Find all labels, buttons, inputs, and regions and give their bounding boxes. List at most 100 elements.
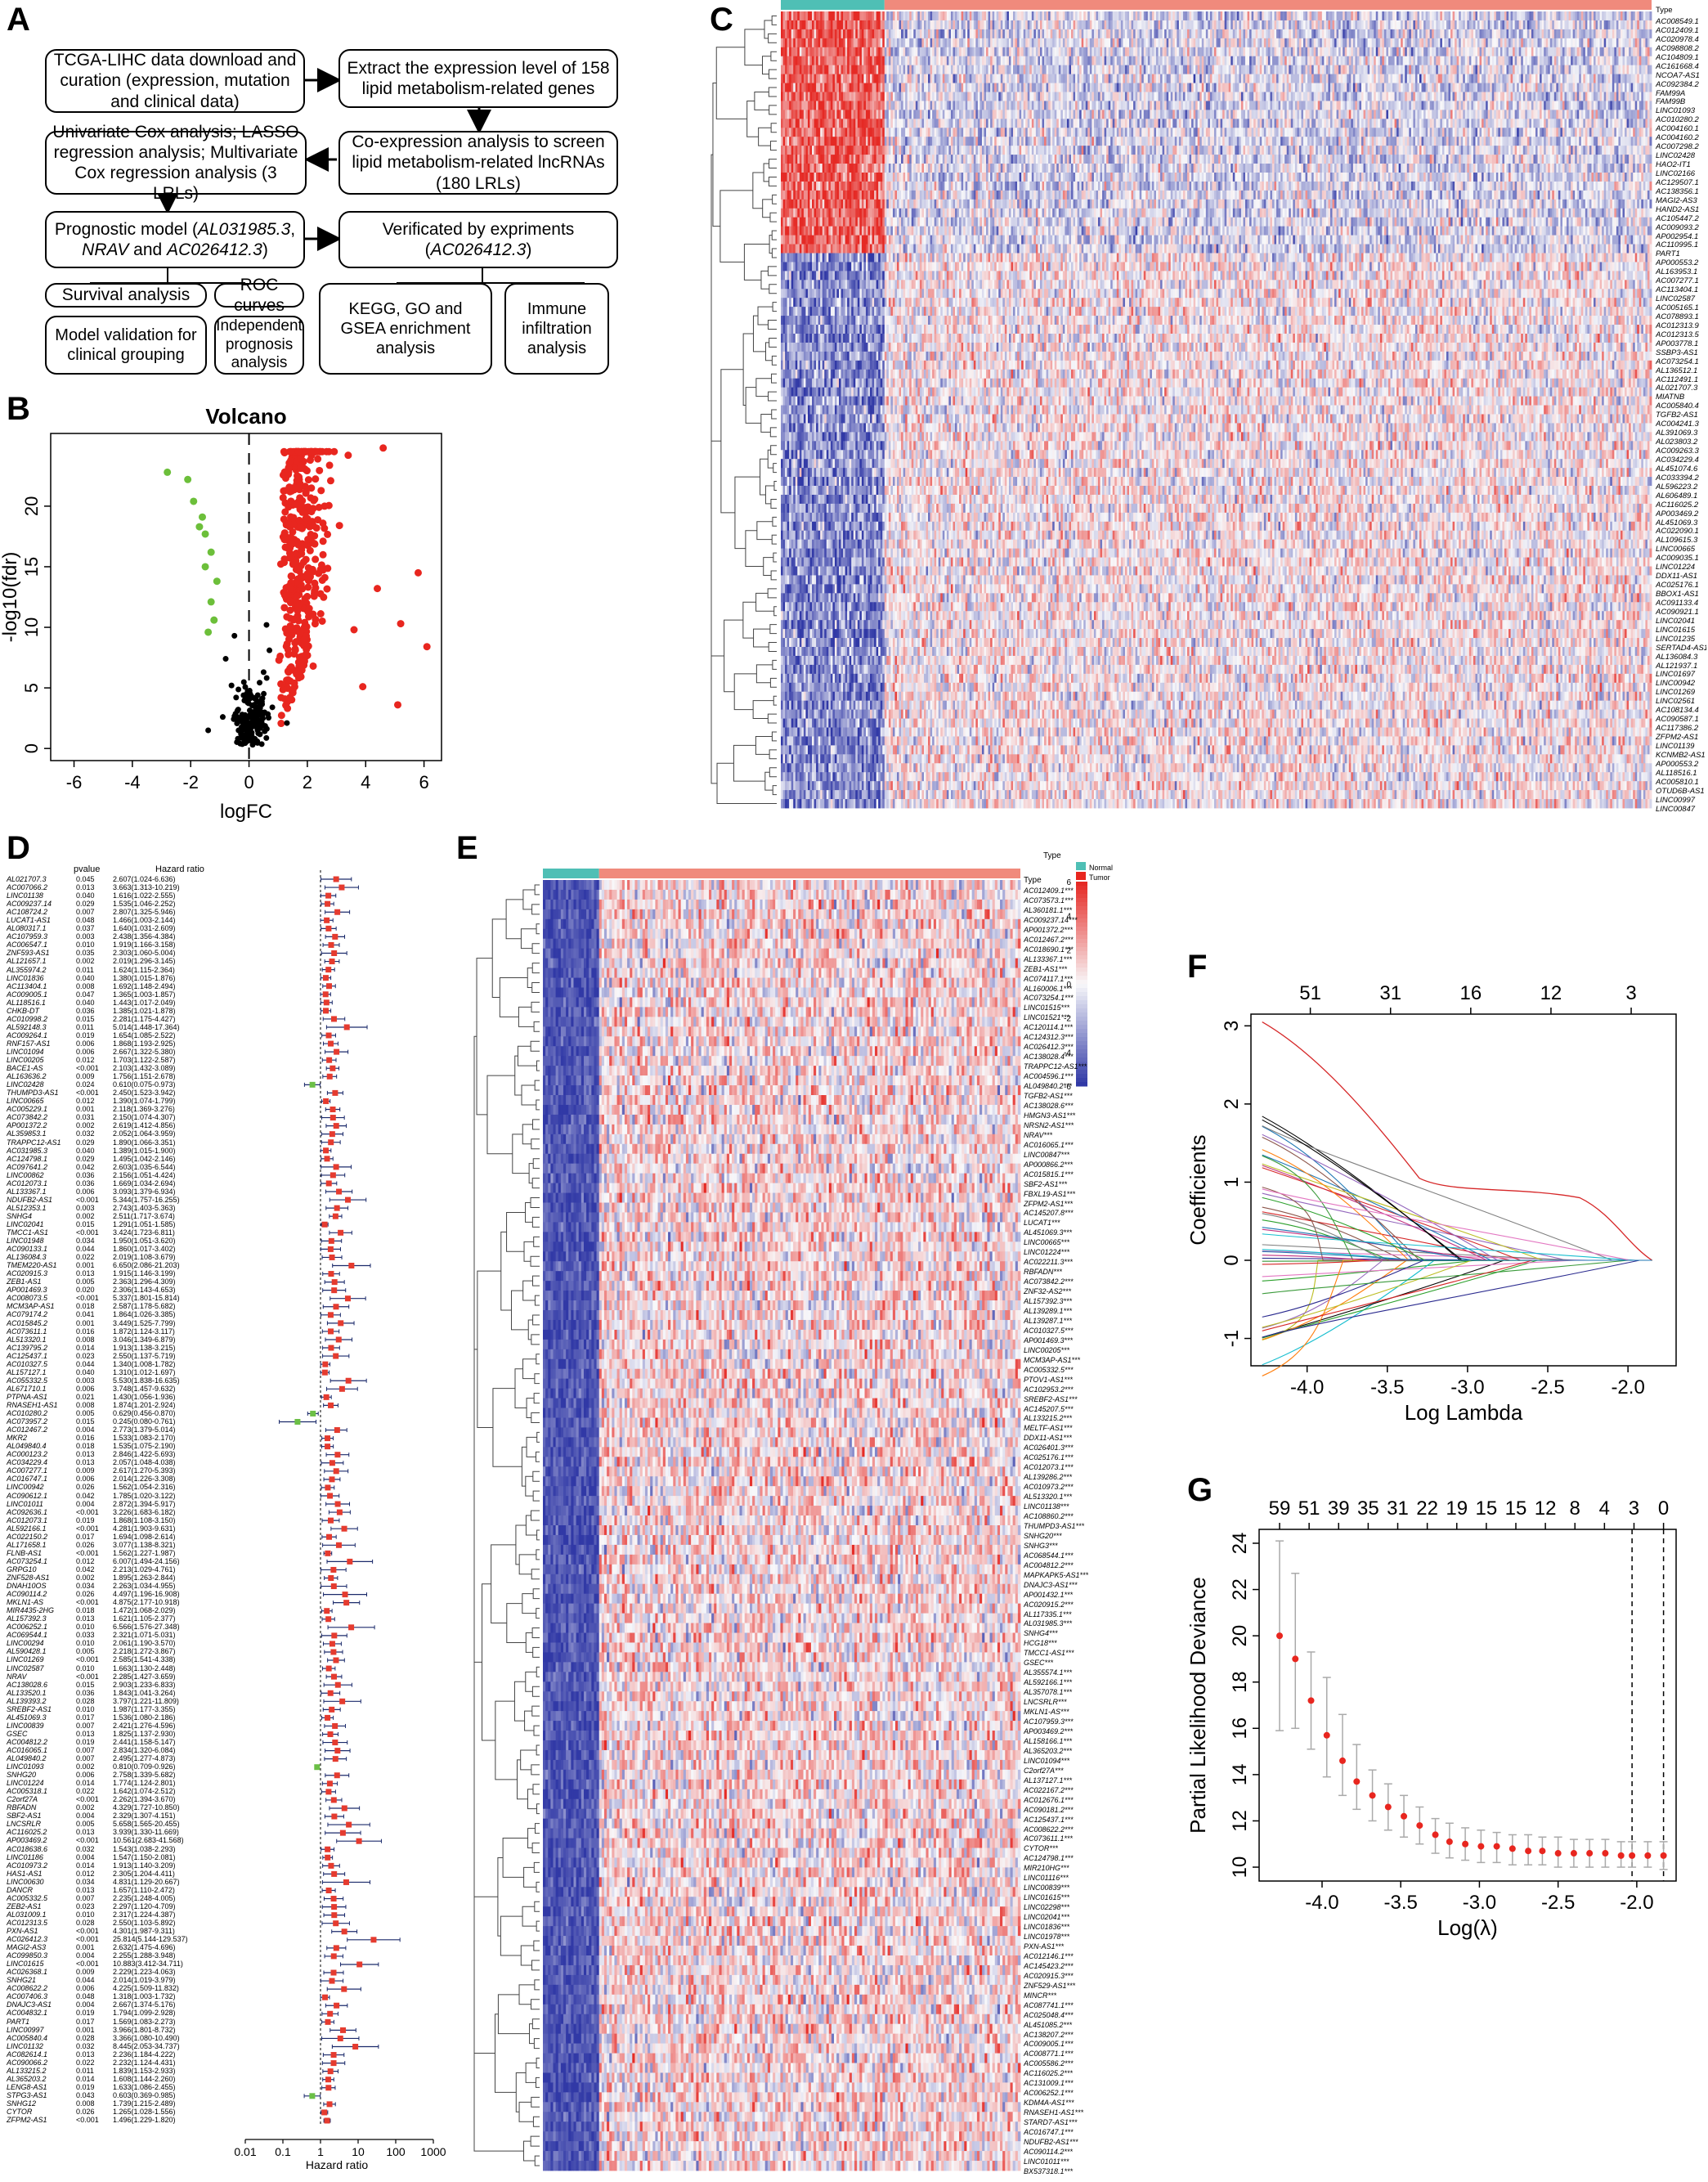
lasso-path (1262, 1137, 1652, 1260)
heatmap-e-dendrogram (523, 2141, 535, 2161)
forest-gene-label: AC016747.1 (7, 1475, 78, 1483)
forest-gene-label: AC020915.3 (7, 1269, 78, 1277)
forest-gene-label: AC138028.6 (7, 1681, 78, 1689)
forest-pvalue: 0.022 (76, 1253, 109, 1261)
forest-hr-marker (338, 885, 344, 891)
forest-hr-text: 1.987(1.177-3.355) (113, 1705, 215, 1713)
heatmap-e-row-label: HMGN3-AS1*** (1024, 1111, 1122, 1121)
heatmap-e-scale-cell (1076, 882, 1087, 887)
heatmap-e-dendrogram (536, 1921, 540, 1931)
heatmap-e-dendrogram (514, 1681, 525, 1721)
heatmap-e-dendrogram (518, 1760, 528, 1799)
heatmap-e-dendrogram (506, 900, 523, 939)
forest-pvalue: 0.022 (76, 2059, 109, 2067)
heatmap-e-dendrogram (526, 1672, 536, 1691)
heatmap-e-dendrogram (518, 1046, 536, 1066)
forest-gene-label: AL671710.1 (7, 1385, 78, 1393)
forest-gene-label: AL157127.1 (7, 1368, 78, 1376)
forest-hr-marker (331, 950, 337, 956)
forest-hr-text: 2.329(1.307-4.151) (113, 1812, 215, 1820)
volcano-point-ns (252, 736, 258, 742)
forest-hr-text: 4.831(1.129-20.667) (113, 1878, 215, 1886)
forest-gene-label: AC090133.1 (7, 1245, 78, 1253)
volcano-point-up (311, 541, 318, 548)
heatmap-e-row-label: TMCC1-AS1*** (1024, 1649, 1122, 1659)
forest-pvalue: 0.036 (76, 1179, 109, 1188)
forest-pvalue: 0.036 (76, 1171, 109, 1179)
heatmap-c-row-label: AC005810.1 (1656, 779, 1706, 788)
forest-hr-marker (333, 1354, 338, 1359)
forest-gene-label: AC107959.3 (7, 932, 78, 941)
forest-gene-label: AL049840.2 (7, 1754, 78, 1762)
forest-gene-label: NDUFB2-AS1 (7, 1196, 78, 1204)
heatmap-c-dendrogram (746, 388, 761, 424)
heatmap-e-row-label: LINC01615*** (1024, 1893, 1122, 1903)
forest-gene-label: AC005318.1 (7, 1787, 78, 1795)
forest-hr-marker (343, 1592, 348, 1597)
forest-hr-text: 1.543(1.038-2.293) (113, 1845, 215, 1853)
forest-pvalue: 0.017 (76, 1533, 109, 1541)
forest-hr-marker (334, 2003, 339, 2009)
forest-gene-label: AL118516.1 (7, 999, 78, 1007)
forest-pvalue: 0.006 (76, 1188, 109, 1196)
heatmap-e-row-label: CYTOR*** (1024, 1844, 1122, 1854)
forest-gene-label: LINC00839 (7, 1722, 78, 1730)
volcano-point-ns (240, 723, 245, 729)
forest-gene-label: MCM3AP-AS1 (7, 1302, 78, 1310)
heatmap-e-dendrogram (524, 1241, 534, 1261)
heatmap-e-tumor-bar (599, 869, 1020, 878)
heatmap-e-row-label: SNHG4*** (1024, 1629, 1122, 1639)
heatmap-c-dendrogram (773, 696, 777, 705)
volcano-point-up (315, 570, 322, 577)
forest-hr-text: 6.007(1.494-24.156) (113, 1557, 215, 1565)
forest-hr-marker (331, 2052, 337, 2058)
heatmap-e-row-label: AC116025.2*** (1024, 2069, 1122, 2079)
forest-gene-label: AP001372.2 (7, 1121, 78, 1129)
heatmap-c-row-label: AC098808.2 (1656, 45, 1706, 54)
forest-hr-marker (339, 1699, 345, 1704)
forest-pvalue: 0.001 (76, 1943, 109, 1951)
forest-hr-marker (326, 1888, 332, 1893)
lasso-path (1262, 1155, 1652, 1260)
heatmap-e-row-label: LINC01224*** (1024, 1248, 1122, 1258)
forest-hr-marker (325, 2019, 330, 2025)
forest-hr-text: 1.860(1.017-3.402) (113, 1245, 215, 1253)
forest-pvalue: 0.011 (76, 1023, 109, 1031)
forest-gene-label: LINC02428 (7, 1080, 78, 1089)
forest-pvalue: 0.022 (76, 1787, 109, 1795)
forest-gene-label: AC009237.14 (7, 900, 78, 908)
forest-gene-label: AC031985.3 (7, 1147, 78, 1155)
volcano-point-ns (240, 732, 246, 738)
volcano-point-ns (255, 693, 261, 698)
heatmap-c-row-label: AC110995.1 (1656, 241, 1706, 250)
volcano-point-up (312, 475, 319, 483)
forest-gene-label: LINC00942 (7, 1483, 78, 1491)
heatmap-e-dendrogram (523, 1281, 536, 1300)
volcano-point-up (287, 448, 294, 456)
volcano-point-up (379, 444, 387, 451)
forest-hr-marker (328, 1690, 334, 1696)
volcano-point-ns (284, 721, 289, 726)
heatmap-c-row-label: AC090921.1 (1656, 608, 1706, 617)
heatmap-c-dendrogram (711, 656, 724, 783)
volcano-xtick-label: 0 (244, 772, 253, 792)
forest-gene-label: AC005840.4 (7, 2034, 78, 2042)
heatmap-e-dendrogram (526, 1515, 536, 1535)
forest-gene-label: NRAV (7, 1672, 78, 1681)
forest-hr-marker (326, 1666, 332, 1672)
heatmap-c-dendrogram (746, 531, 764, 567)
heatmap-c-dendrogram (769, 768, 777, 777)
heatmap-c-dendrogram (770, 678, 777, 687)
heatmap-e-dendrogram (536, 1100, 540, 1110)
forest-pvalue: 0.048 (76, 916, 109, 924)
forest-pvalue: 0.044 (76, 1976, 109, 1984)
heatmap-c-row-label: AL136084.3 (1656, 653, 1706, 662)
forest-hr-text: 4.301(1.987-9.311) (113, 1927, 215, 1935)
forest-gene-label: AL080317.1 (7, 924, 78, 932)
forest-pvalue: 0.007 (76, 1754, 109, 1762)
heatmap-e-row-label: AL360181.1*** (1024, 906, 1122, 916)
volcano-point-up (359, 683, 366, 690)
cv-point (1494, 1843, 1500, 1850)
forest-hr-marker (331, 1814, 337, 1820)
heatmap-e-dendrogram (531, 1569, 540, 1579)
